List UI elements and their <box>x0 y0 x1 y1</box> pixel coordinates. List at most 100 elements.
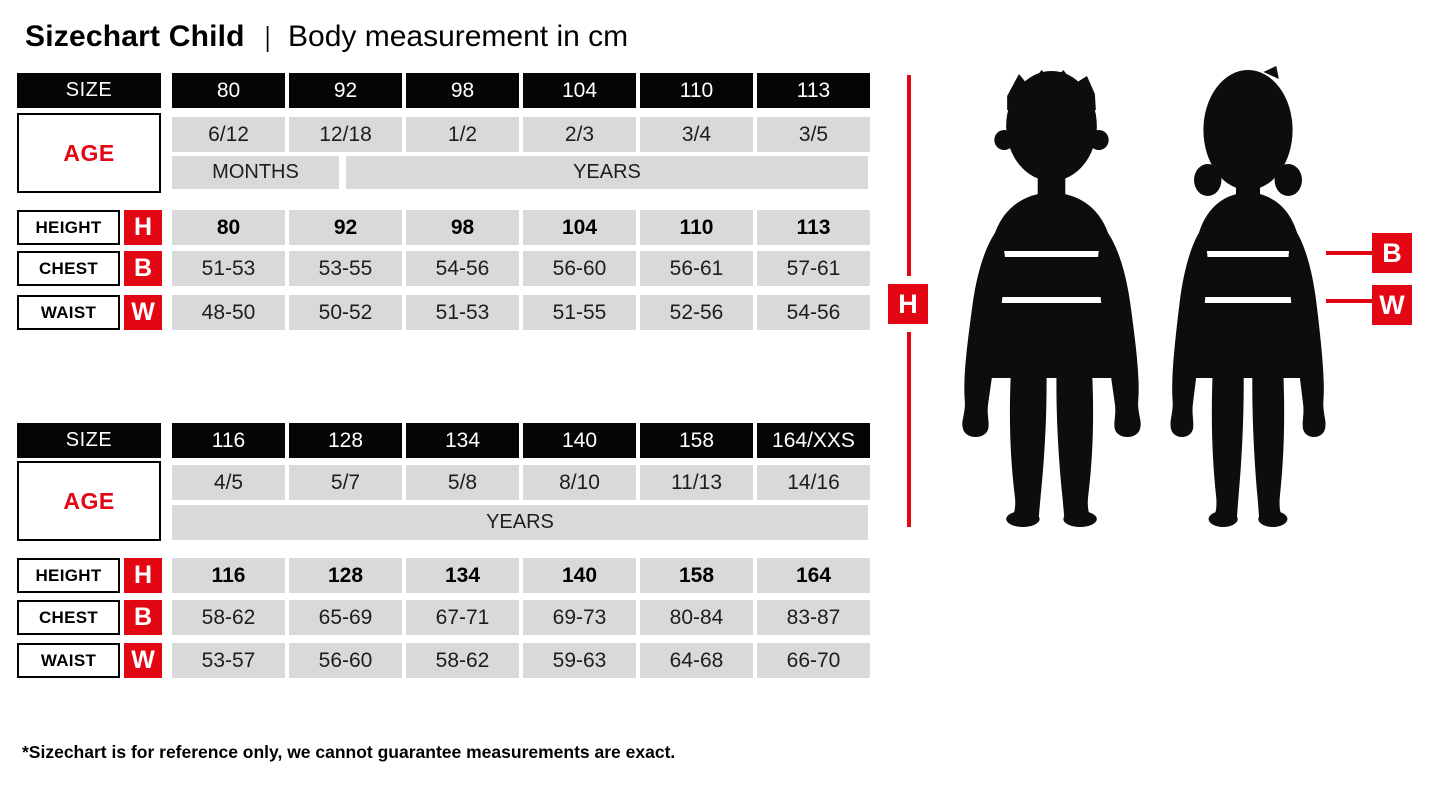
age-cell: 11/13 <box>640 465 753 500</box>
table2-height-letter-badge: H <box>124 558 162 593</box>
size-cell: 128 <box>289 423 402 458</box>
table1-waist-row: 48-50 50-52 51-53 51-55 52-56 54-56 <box>172 295 870 330</box>
age-cell: 14/16 <box>757 465 870 500</box>
table1-waist-label: WAIST <box>17 295 120 330</box>
table2-chest-label: CHEST <box>17 600 120 635</box>
title-separator: | <box>264 21 271 52</box>
table1-height-letter-badge: H <box>124 210 162 245</box>
chest-cell: 65-69 <box>289 600 402 635</box>
height-cell: 98 <box>406 210 519 245</box>
table2-age-row: 4/5 5/7 5/8 8/10 11/13 14/16 <box>172 465 870 500</box>
age-cell: 5/7 <box>289 465 402 500</box>
boy-torso <box>980 192 1123 378</box>
waist-badge: W <box>1372 285 1412 325</box>
size-cell: 116 <box>172 423 285 458</box>
age-cell: 5/8 <box>406 465 519 500</box>
girl-waist-line <box>1188 297 1308 303</box>
size-cell: 140 <box>523 423 636 458</box>
size-cell: 113 <box>757 73 870 108</box>
chest-cell: 51-53 <box>172 251 285 286</box>
title-subtitle: Body measurement in cm <box>288 20 629 53</box>
table2-waist-letter-badge: W <box>124 643 162 678</box>
size-cell: 134 <box>406 423 519 458</box>
boy-silhouette <box>962 70 1141 527</box>
height-cell: 140 <box>523 558 636 593</box>
table1-waist-letter-badge: W <box>124 295 162 330</box>
waist-cell: 64-68 <box>640 643 753 678</box>
waist-cell: 58-62 <box>406 643 519 678</box>
page-title: Sizechart Child | Body measurement in cm <box>25 20 628 54</box>
table2-height-label: HEIGHT <box>17 558 120 593</box>
boy-chest-line <box>978 251 1125 257</box>
waist-cell: 52-56 <box>640 295 753 330</box>
chest-cell: 69-73 <box>523 600 636 635</box>
size-cell: 158 <box>640 423 753 458</box>
table1-chest-row: 51-53 53-55 54-56 56-60 56-61 57-61 <box>172 251 870 286</box>
waist-cell: 66-70 <box>757 643 870 678</box>
table2-size-header-label: SIZE <box>17 423 161 458</box>
size-cell: 80 <box>172 73 285 108</box>
age-cell: 2/3 <box>523 117 636 152</box>
table1-age-row: 6/12 12/18 1/2 2/3 3/4 3/5 <box>172 117 870 152</box>
boy-left-leg <box>1009 368 1047 522</box>
girl-chest-line <box>1184 251 1312 257</box>
height-cell: 110 <box>640 210 753 245</box>
size-cell: 164/XXS <box>757 423 870 458</box>
title-product: Sizechart Child <box>25 20 245 53</box>
boy-right-arm <box>1097 230 1141 437</box>
age-cell: 4/5 <box>172 465 285 500</box>
age-cell: 3/5 <box>757 117 870 152</box>
height-cell: 113 <box>757 210 870 245</box>
table1-age-units-row: MONTHS YEARS <box>172 156 868 189</box>
age-unit-cell-years: YEARS <box>346 156 868 189</box>
girl-left-leg <box>1211 368 1244 522</box>
chest-pointer-line <box>1326 251 1372 255</box>
table1-size-row: 80 92 98 104 110 113 <box>172 73 870 108</box>
size-cell: 104 <box>523 73 636 108</box>
boy-right-leg <box>1056 368 1094 522</box>
waist-cell: 54-56 <box>757 295 870 330</box>
table1-height-row: 80 92 98 104 110 113 <box>172 210 870 245</box>
boy-waist-line <box>982 297 1121 303</box>
age-cell: 3/4 <box>640 117 753 152</box>
waist-cell: 51-53 <box>406 295 519 330</box>
table1-age-label: AGE <box>17 113 161 193</box>
girl-hair <box>1203 70 1293 190</box>
height-cell: 104 <box>523 210 636 245</box>
girl-torso <box>1186 192 1310 378</box>
chest-cell: 54-56 <box>406 251 519 286</box>
waist-cell: 48-50 <box>172 295 285 330</box>
height-badge: H <box>888 284 928 324</box>
age-unit-cell-years: YEARS <box>172 505 868 540</box>
girl-silhouette <box>1170 66 1326 527</box>
waist-cell: 53-57 <box>172 643 285 678</box>
height-measure-line-bottom <box>907 332 911 527</box>
chest-cell: 58-62 <box>172 600 285 635</box>
age-cell: 1/2 <box>406 117 519 152</box>
table2-age-units-row: YEARS <box>172 505 868 540</box>
age-cell: 12/18 <box>289 117 402 152</box>
chest-cell: 80-84 <box>640 600 753 635</box>
height-cell: 164 <box>757 558 870 593</box>
chest-cell: 57-61 <box>757 251 870 286</box>
girl-right-arm <box>1288 230 1326 437</box>
chest-cell: 56-60 <box>523 251 636 286</box>
size-cell: 110 <box>640 73 753 108</box>
chest-cell: 53-55 <box>289 251 402 286</box>
boy-left-arm <box>962 230 1006 437</box>
chest-badge: B <box>1372 233 1412 273</box>
height-cell: 134 <box>406 558 519 593</box>
girl-right-leg <box>1252 368 1285 522</box>
height-cell: 158 <box>640 558 753 593</box>
height-cell: 80 <box>172 210 285 245</box>
waist-cell: 51-55 <box>523 295 636 330</box>
chest-cell: 67-71 <box>406 600 519 635</box>
height-cell: 128 <box>289 558 402 593</box>
table2-size-row: 116 128 134 140 158 164/XXS <box>172 423 870 458</box>
table2-waist-label: WAIST <box>17 643 120 678</box>
boy-hair <box>1007 70 1096 110</box>
waist-cell: 56-60 <box>289 643 402 678</box>
table2-height-row: 116 128 134 140 158 164 <box>172 558 870 593</box>
waist-cell: 59-63 <box>523 643 636 678</box>
